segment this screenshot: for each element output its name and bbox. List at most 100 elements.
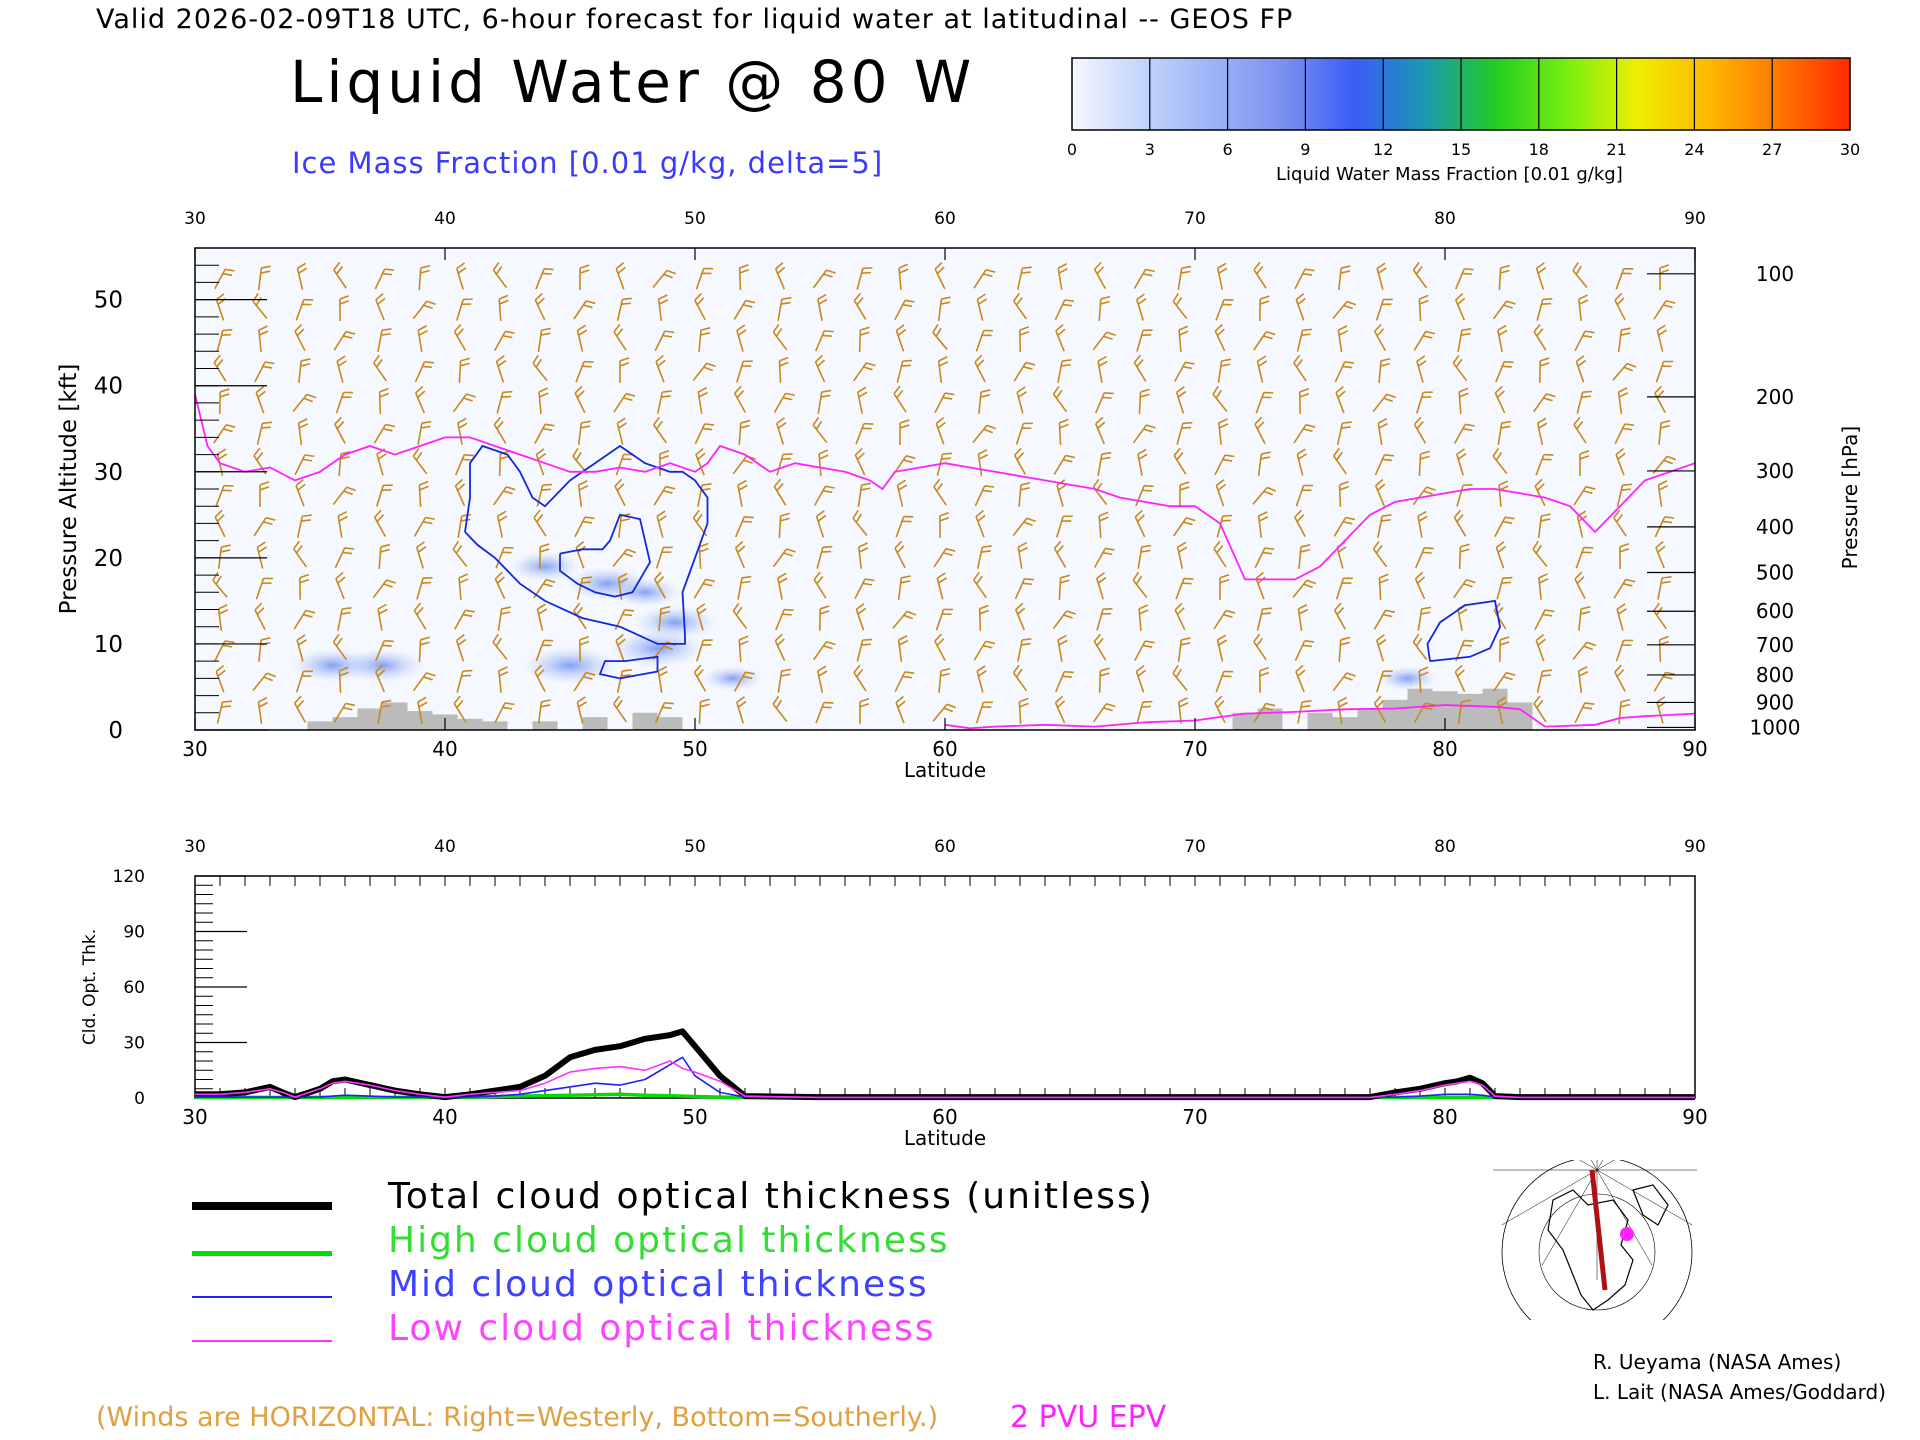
- wind-barb-shaft: [452, 548, 468, 568]
- wind-barb-shaft: [1533, 331, 1547, 351]
- wind-barb: [255, 386, 266, 414]
- wind-barb: [532, 354, 548, 381]
- wind-barb-feather: [1015, 668, 1023, 678]
- wind-barb-feather: [1218, 267, 1228, 274]
- wind-barb-feather: [1622, 582, 1633, 587]
- wind-barb: [417, 696, 428, 724]
- wind-barb-shaft: [298, 360, 302, 383]
- wind-barb: [296, 262, 308, 290]
- wind-barb-feather: [1542, 613, 1553, 617]
- wind-barb: [932, 703, 957, 722]
- wind-barb: [256, 421, 272, 445]
- wind-barb-shaft: [772, 331, 788, 351]
- wind-barb: [454, 453, 474, 476]
- terrain-bar: [457, 718, 483, 730]
- wind-barb-feather: [738, 635, 749, 641]
- wind-barb-feather: [981, 550, 991, 553]
- wind-barb: [1259, 666, 1270, 693]
- wind-barb: [894, 540, 906, 569]
- wind-barb: [458, 357, 470, 383]
- wind-barb: [458, 573, 469, 600]
- wind-barb-feather: [1297, 669, 1306, 677]
- wind-barb-shaft: [215, 671, 225, 693]
- wind-barb: [1094, 391, 1114, 414]
- wind-barb-shaft: [1173, 517, 1187, 537]
- wind-barb: [896, 359, 913, 383]
- wind-barb-feather: [1622, 483, 1632, 486]
- wind-barb: [577, 480, 589, 507]
- wind-barb: [1578, 606, 1591, 631]
- wind-barb-shaft: [657, 298, 663, 322]
- wind-barb-shaft: [1256, 608, 1264, 631]
- wind-barb-feather: [542, 483, 553, 487]
- wind-barb-feather: [619, 357, 630, 362]
- wind-barb: [453, 609, 475, 630]
- wind-barb-shaft: [1295, 299, 1305, 321]
- wind-barb: [1257, 511, 1269, 538]
- wind-barb-feather: [1422, 551, 1432, 554]
- wind-barb-shaft: [615, 640, 625, 662]
- wind-barb-shaft: [1176, 546, 1184, 569]
- wind-barb-feather: [1104, 391, 1114, 395]
- terrain-bar: [1357, 708, 1383, 730]
- wind-barb-feather: [903, 614, 913, 620]
- wind-barb-feather: [1304, 640, 1315, 643]
- wind-barb-feather: [1057, 634, 1067, 641]
- wind-barb: [537, 699, 551, 724]
- wind-barb: [897, 635, 909, 662]
- wind-barb-feather: [501, 606, 512, 610]
- wind-barb-feather: [1020, 486, 1030, 491]
- x-tick-label: 30: [182, 737, 207, 761]
- wind-barb-feather: [622, 613, 633, 617]
- wind-barb: [293, 695, 307, 723]
- wind-barb-feather: [538, 387, 549, 393]
- wind-barb-feather: [579, 269, 590, 274]
- wind-barb-feather: [541, 488, 551, 491]
- opt-y-tick-label: 0: [134, 1089, 145, 1109]
- wind-barb: [853, 362, 876, 382]
- wind-barb-feather: [222, 329, 233, 332]
- wind-barb-shaft: [1213, 610, 1227, 630]
- wind-barb-feather: [383, 484, 393, 487]
- wind-barb: [292, 393, 317, 412]
- wind-barb-feather: [1223, 298, 1234, 301]
- wind-barb: [1253, 633, 1267, 661]
- wind-barb-shaft: [1414, 578, 1426, 600]
- wind-barb: [777, 668, 792, 693]
- wind-barb-feather: [943, 707, 953, 713]
- wind-barb-feather: [304, 454, 315, 458]
- wind-barb-shaft: [1017, 639, 1023, 662]
- wind-barb: [1492, 447, 1508, 475]
- wind-barb: [1535, 453, 1554, 476]
- wind-barb-feather: [540, 704, 551, 708]
- wind-barb-feather: [1658, 485, 1669, 491]
- wind-barb-feather: [297, 483, 306, 491]
- wind-barb-feather: [1497, 324, 1507, 331]
- wind-barb-feather: [739, 640, 749, 646]
- wind-barb: [1413, 330, 1436, 351]
- wind-barb-feather: [656, 510, 666, 517]
- wind-barb-shaft: [1215, 671, 1225, 693]
- wind-barb-shaft: [1572, 269, 1588, 289]
- opt-x-tick-label-top: 60: [934, 837, 956, 857]
- wind-barb-feather: [1302, 644, 1313, 648]
- wind-barb-feather: [1142, 489, 1152, 492]
- wind-barb-shaft: [1533, 703, 1547, 723]
- wind-barb-shaft: [1216, 268, 1224, 290]
- wind-barb-shaft: [418, 484, 422, 507]
- wind-barb-feather: [1543, 397, 1553, 402]
- wind-barb: [654, 701, 674, 724]
- wind-barb-feather: [1060, 579, 1070, 584]
- wind-barb-feather: [859, 698, 870, 703]
- wind-barb-feather: [1665, 300, 1676, 304]
- wind-barb-shaft: [934, 640, 946, 661]
- wind-barb: [859, 698, 870, 724]
- wind-barb: [1418, 666, 1429, 693]
- wind-barb-feather: [1653, 602, 1660, 612]
- wind-barb-shaft: [1092, 331, 1108, 351]
- wind-barb-feather: [502, 706, 513, 710]
- wind-barb-feather: [856, 668, 864, 678]
- wind-barb-feather: [661, 551, 672, 553]
- wind-barb-shaft: [1578, 608, 1582, 631]
- wind-barb-shaft: [1574, 702, 1586, 724]
